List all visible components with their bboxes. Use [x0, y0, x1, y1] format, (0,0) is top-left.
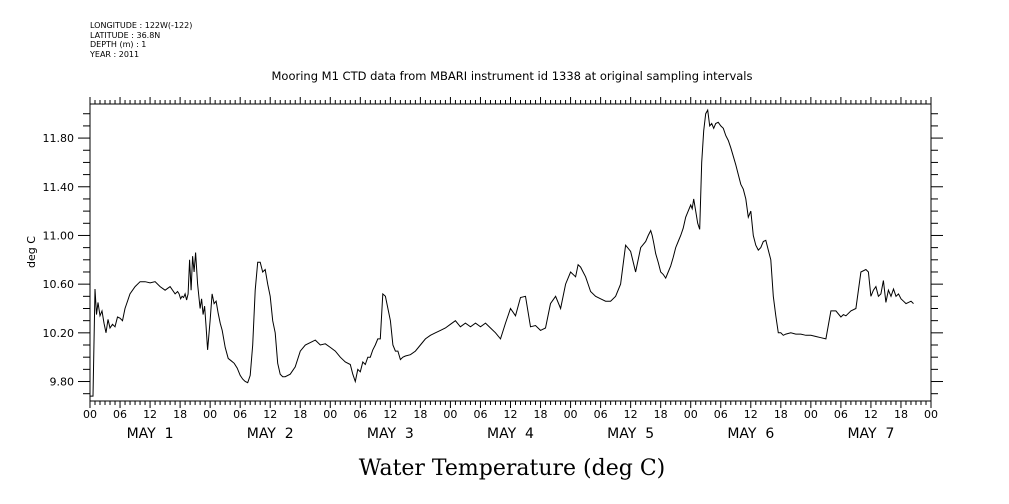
y-tick-label: 10.20	[43, 327, 75, 340]
x-tick-label: 18	[173, 408, 187, 421]
chart-title: Mooring M1 CTD data from MBARI instrumen…	[272, 69, 753, 83]
x-tick-label: 12	[383, 408, 397, 421]
x-tick-label: 06	[714, 408, 728, 421]
latitude-text: LATITUDE : 36.8N	[90, 30, 161, 40]
x-tick-label: 00	[83, 408, 97, 421]
day-label: MAY 5	[607, 426, 654, 442]
day-label: MAY 3	[367, 426, 414, 442]
x-axis-label: Water Temperature (deg C)	[359, 456, 666, 481]
x-tick-label: 00	[684, 408, 698, 421]
x-tick-label: 12	[624, 408, 638, 421]
longitude-text: LONGITUDE : 122W(-122)	[90, 21, 193, 30]
x-tick-label: 12	[143, 408, 157, 421]
x-tick-label: 18	[293, 408, 307, 421]
y-tick-label: 11.80	[43, 132, 75, 145]
plot-frame	[89, 103, 932, 402]
x-tick-label: 12	[744, 408, 758, 421]
day-label: MAY 1	[127, 426, 174, 442]
x-tick-label: 06	[353, 408, 367, 421]
y-axis-label: deg C	[25, 236, 38, 268]
y-tick-labels: 9.80 10.20 10.60 11.00 11.40 11.80	[43, 132, 75, 388]
day-labels: MAY 1 MAY 2 MAY 3 MAY 4 MAY 5 MAY 6 MAY 7	[127, 426, 895, 442]
x-tick-label: 18	[534, 408, 548, 421]
x-tick-label: 06	[594, 408, 608, 421]
x-tick-label: 00	[804, 408, 818, 421]
x-tick-label: 06	[834, 408, 848, 421]
x-tick-label: 18	[654, 408, 668, 421]
series-line-water-temperature	[90, 108, 914, 397]
x-tick-label: 18	[774, 408, 788, 421]
y-tick-label: 9.80	[50, 376, 75, 389]
day-label: MAY 2	[247, 426, 294, 442]
y-tick-label: 11.40	[43, 181, 75, 194]
x-tick-label: 18	[894, 408, 908, 421]
x-tick-label: 06	[233, 408, 247, 421]
x-tick-label: 18	[413, 408, 427, 421]
x-tick-label: 00	[564, 408, 578, 421]
tick-marks	[78, 97, 943, 408]
x-tick-label: 12	[864, 408, 878, 421]
x-tick-labels: 00 06 12 18 00 06 12 18 00 06 12 18 00 06 12 18 00 06 12 18…	[83, 408, 938, 421]
x-tick-label: 06	[473, 408, 487, 421]
x-tick-label: 00	[203, 408, 217, 421]
day-label: MAY 6	[727, 426, 774, 442]
x-tick-label: 00	[323, 408, 337, 421]
x-tick-label: 06	[113, 408, 127, 421]
y-tick-label: 10.60	[43, 278, 75, 291]
day-label: MAY 7	[847, 426, 894, 442]
metadata-block: LONGITUDE : 122W(-122) LATITUDE : 36.8N …	[90, 21, 192, 59]
year-text: YEAR : 2011	[90, 49, 140, 59]
x-tick-label: 12	[263, 408, 277, 421]
x-tick-label: 00	[443, 408, 457, 421]
depth-text: DEPTH (m) : 1	[90, 40, 147, 49]
x-tick-label: 00	[924, 408, 938, 421]
y-tick-label: 11.00	[43, 229, 75, 242]
day-label: MAY 4	[487, 426, 534, 442]
x-tick-label: 12	[504, 408, 518, 421]
